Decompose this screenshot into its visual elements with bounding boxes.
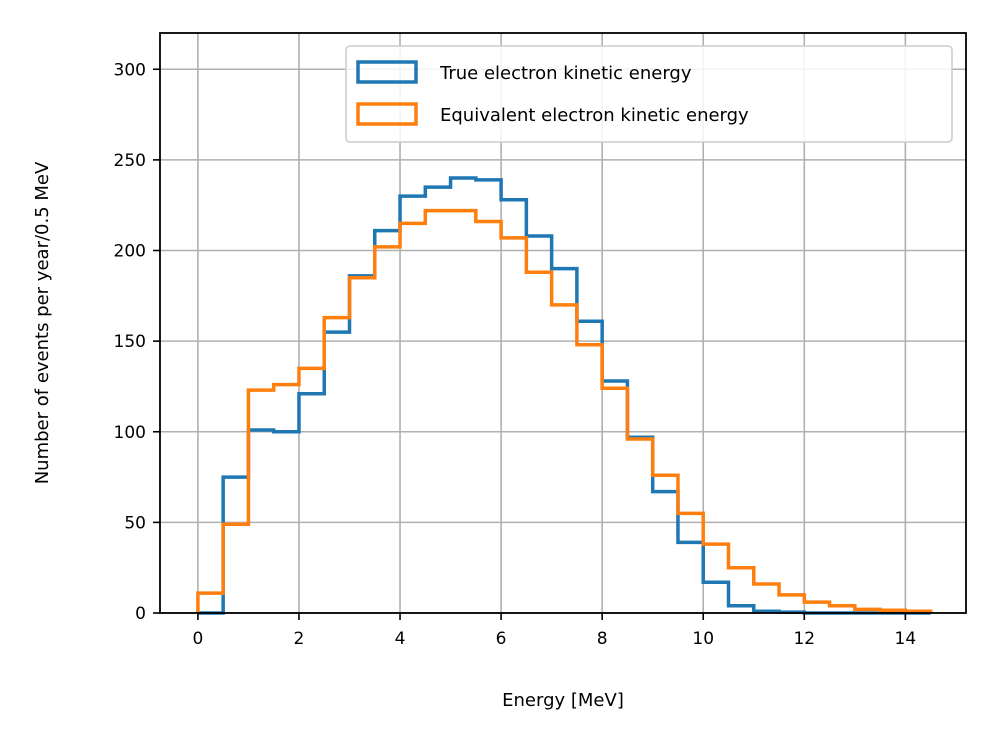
series-group — [196, 176, 933, 615]
x-tick-label: 14 — [895, 629, 917, 649]
legend-label-equivalent: Equivalent electron kinetic energy — [440, 105, 749, 126]
y-tick-label: 100 — [114, 423, 146, 443]
x-tick-label: 12 — [793, 629, 815, 649]
x-tick-label: 10 — [692, 629, 714, 649]
x-tick-label: 4 — [395, 629, 406, 649]
x-tick-label: 0 — [192, 629, 203, 649]
x-axis: 0 2 4 6 8 10 12 14 — [192, 613, 916, 649]
y-tick-label: 300 — [114, 60, 146, 80]
y-tick-label: 50 — [124, 513, 146, 533]
y-axis-label: Number of events per year/0.5 MeV — [32, 161, 53, 484]
x-axis-label: Energy [MeV] — [502, 690, 624, 711]
y-tick-label: 250 — [114, 151, 146, 171]
x-tick-label: 8 — [597, 629, 608, 649]
x-tick-label: 6 — [496, 629, 507, 649]
histogram-series-equivalent — [196, 208, 933, 613]
legend-swatch-equivalent — [356, 102, 418, 126]
y-tick-label: 200 — [114, 242, 146, 262]
histogram-series-true — [197, 176, 931, 615]
legend-box — [345, 45, 953, 143]
y-axis: 0 50 100 150 200 250 300 — [114, 60, 160, 624]
y-tick-label: 0 — [135, 604, 146, 624]
legend-swatch-true — [356, 60, 418, 84]
y-tick-label: 150 — [114, 332, 146, 352]
x-tick-label: 2 — [294, 629, 305, 649]
plot-frame — [159, 32, 967, 614]
legend-label-true: True electron kinetic energy — [439, 63, 692, 84]
legend: True electron kinetic energy Equivalent … — [345, 45, 953, 143]
